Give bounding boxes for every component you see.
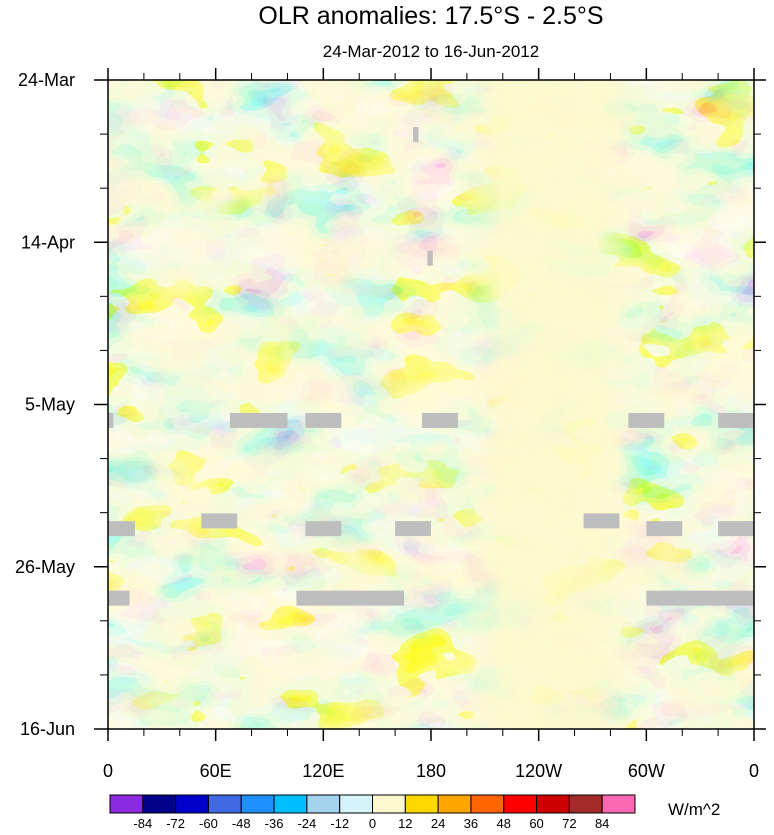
x-tick-label: 120W [515,761,562,781]
x-tick-label: 0 [103,761,113,781]
colorbar-swatch [601,794,636,814]
x-tick-label: 120E [302,761,344,781]
colorbar-label: 0 [369,816,376,830]
colorbar-swatch [404,794,439,814]
y-tick-label: 16-Jun [20,719,75,739]
colorbar-swatch [372,794,406,814]
chart-title: OLR anomalies: 17.5°S - 2.5°S [258,2,603,30]
colorbar-swatch [536,794,570,814]
colorbar-swatch [339,794,373,814]
colorbar-label: 12 [398,816,412,830]
y-tick-label: 26-May [15,557,75,577]
calm-zone-overlay [455,80,645,729]
colorbar-swatch [273,794,308,814]
colorbar-swatch [470,794,505,814]
missing-data-bar [628,412,665,428]
chart-subtitle: 24-Mar-2012 to 16-Jun-2012 [323,42,539,61]
x-tick-label: 60W [628,761,665,781]
x-tick-label: 0 [749,761,759,781]
colorbar-label: -60 [199,816,218,830]
anomaly-field [108,80,754,729]
colorbar-swatch [109,794,144,814]
colorbar-swatch [568,794,603,814]
y-tick-label: 24-Mar [18,70,75,90]
missing-data-bar [422,412,458,428]
x-tick-label: 60E [200,761,232,781]
colorbar-units: W/m^2 [668,800,720,819]
missing-data-bar [427,250,433,266]
missing-data-bar [108,521,135,537]
missing-data-bar [718,521,754,537]
y-axis: 24-Mar 14-Apr 5-May 26-May 16-Jun [15,70,766,739]
colorbar-label: 48 [497,816,511,830]
missing-data-bar [718,412,754,428]
missing-data-bar [230,412,288,428]
colorbar-label: 84 [595,816,609,830]
x-axis: 0 60E 120E 180 120W 60W 0 [103,68,759,781]
colorbar-label: 36 [464,816,478,830]
missing-data-bar [296,590,405,606]
missing-data-bar [646,590,754,606]
colorbar-swatch [306,794,341,814]
missing-data-bar [108,590,130,606]
colorbar-swatch [437,794,472,814]
x-tick-label: 180 [416,761,446,781]
colorbar-label: -48 [232,816,251,830]
colorbar-label: -36 [265,816,284,830]
missing-data-bar [305,521,342,537]
missing-data-bar [583,513,620,529]
missing-data-bar [646,521,683,537]
missing-data-bar [305,412,342,428]
colorbar-swatch [175,794,209,814]
colorbar-label: -24 [297,816,316,830]
colorbar-label: 72 [562,816,576,830]
colorbar-swatch [142,794,177,814]
y-tick-label: 14-Apr [21,232,75,252]
colorbar-label: -84 [133,816,152,830]
missing-data-group [108,127,754,606]
colorbar-label: -72 [166,816,185,830]
missing-data-bar [201,513,238,529]
y-tick-label: 5-May [25,395,75,415]
colorbar: -84 -72 -60 -48 -36 -24 -12 0 12 24 36 48 60 72 84 [109,794,636,831]
colorbar-swatch [240,794,275,814]
colorbar-label: 60 [529,816,543,830]
colorbar-label: -12 [330,816,349,830]
missing-data-bar [108,412,114,428]
missing-data-bar [413,127,419,143]
colorbar-swatch [503,794,538,814]
colorbar-swatch [207,794,242,814]
plot-area [108,80,754,729]
colorbar-label: 24 [431,816,445,830]
missing-data-bar [395,521,431,537]
